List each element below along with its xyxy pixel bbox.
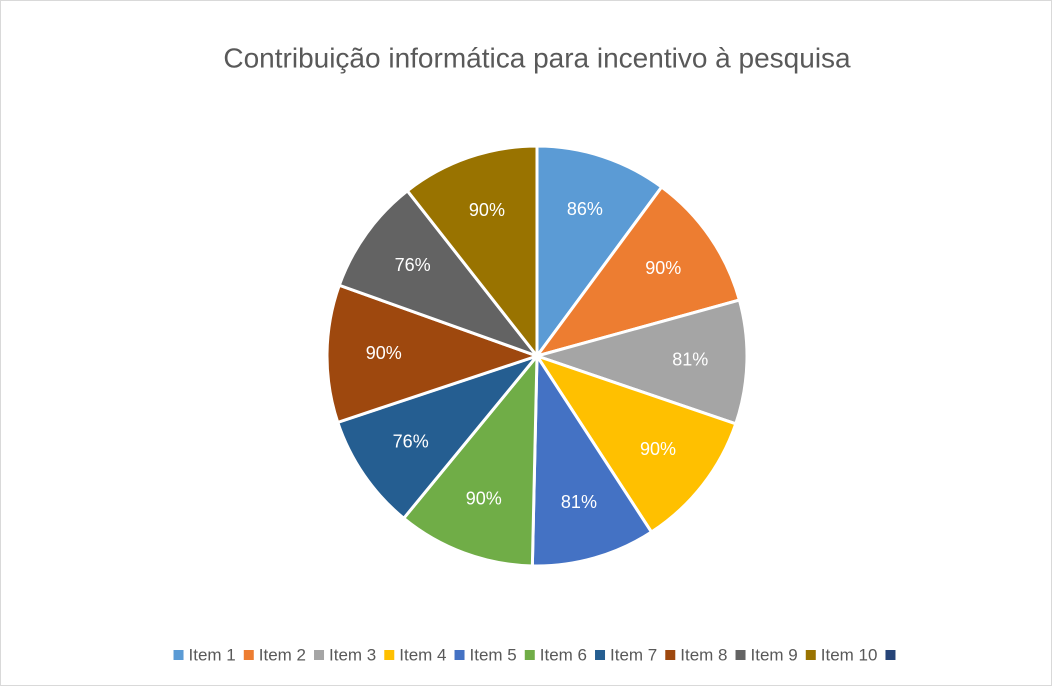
legend-swatch (595, 650, 606, 660)
data-label: 76% (393, 432, 429, 452)
legend-swatch (885, 650, 896, 660)
legend-label: Item 2 (259, 645, 306, 664)
pie-slice (405, 144, 539, 361)
data-label: 81% (672, 349, 708, 369)
legend-label: Item 9 (751, 645, 798, 664)
data-label: 90% (640, 439, 676, 459)
data-label: 86% (567, 199, 603, 219)
pie-slice (531, 298, 749, 426)
pie-slice (533, 353, 738, 535)
pie-slice (335, 352, 542, 521)
pie-slice (535, 144, 664, 361)
legend: Item 1 Item 2 Item 3 Item 4 Item 5 Item 6 Item… (173, 645, 896, 664)
data-label: 81% (561, 492, 597, 512)
legend-swatch (384, 650, 395, 660)
legend-label: Item 5 (470, 645, 517, 664)
legend-swatch (454, 650, 465, 660)
data-label: 90% (466, 489, 502, 509)
pie-slice (530, 351, 654, 568)
legend-label: Item 10 (821, 645, 878, 664)
pie-slice (337, 188, 542, 360)
legend-label: Item 8 (680, 645, 727, 664)
legend-swatch (243, 650, 254, 660)
data-label: 90% (645, 258, 681, 278)
legend-swatch (735, 650, 746, 660)
legend-swatch (173, 650, 184, 660)
legend-swatch (314, 650, 325, 660)
legend-swatch (805, 650, 816, 660)
legend-label: Item 4 (399, 645, 446, 664)
pie: 86% 90% 81% 90% 81% 90% 76% 90% 76% 90% (325, 144, 749, 568)
data-label: 90% (469, 200, 505, 220)
pie-slice (401, 351, 539, 568)
legend-label: Item 6 (540, 645, 587, 664)
data-label: 76% (395, 255, 431, 275)
chart-title: Contribuição informática para incentivo … (223, 42, 851, 73)
data-label: 90% (366, 343, 402, 363)
legend-label: Item 7 (610, 645, 657, 664)
legend-label: Item 3 (329, 645, 376, 664)
legend-swatch (524, 650, 535, 660)
legend-label: Item 1 (189, 645, 236, 664)
legend-swatch (665, 650, 676, 660)
pie-slice (325, 283, 542, 425)
